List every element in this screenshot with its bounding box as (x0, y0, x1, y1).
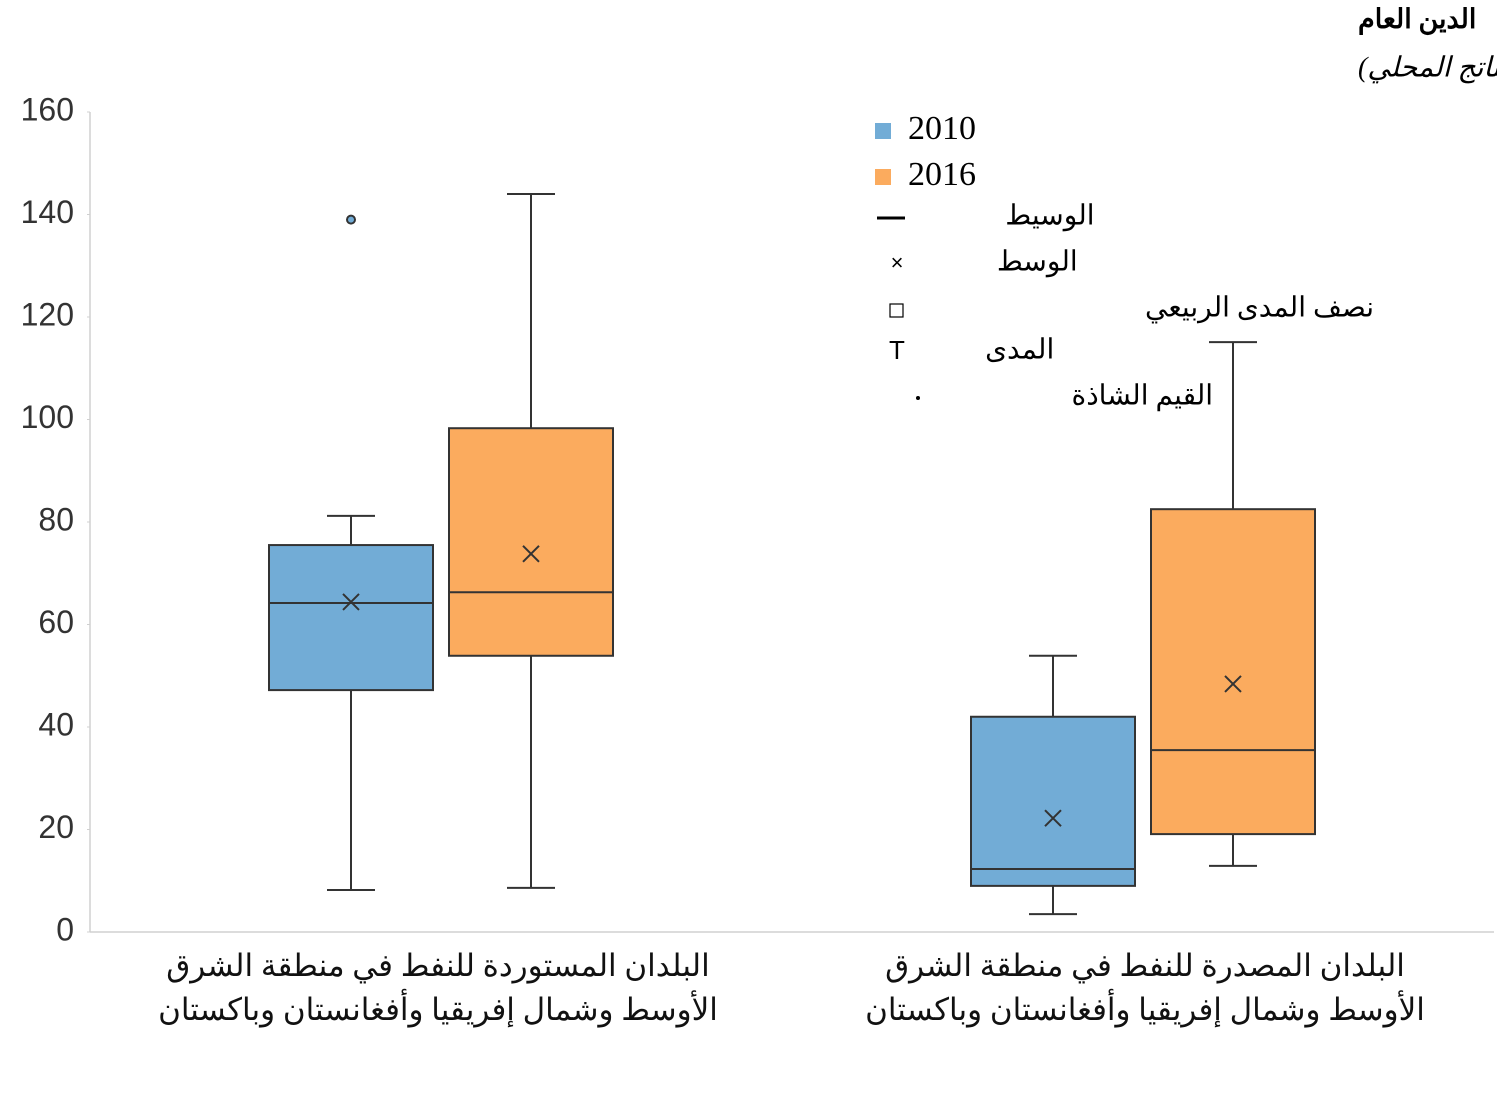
y-tick-label: 140 (21, 194, 74, 230)
mean-marker (1044, 809, 1062, 827)
legend-label: الوسيط (1005, 200, 1094, 231)
chart-title: الدين العام (1358, 4, 1476, 36)
box (268, 544, 434, 692)
legend-iqr-symbol (889, 303, 904, 318)
legend-label: 2010 (908, 110, 976, 147)
category-label: البلدان المستوردة للنفط في منطقة الشرق ا… (158, 948, 718, 1028)
y-tick-label: 40 (38, 706, 74, 742)
box (1150, 508, 1316, 836)
mean-marker (522, 545, 540, 563)
legend-swatch (875, 123, 891, 139)
y-tick-label: 160 (21, 91, 74, 127)
legend-label: الوسط (997, 246, 1078, 277)
legend-outlier-symbol (916, 396, 920, 400)
box (970, 715, 1136, 887)
legend-label: 2016 (908, 156, 976, 193)
y-tick-label: 60 (38, 604, 74, 640)
y-tick-label: 80 (38, 501, 74, 537)
box (448, 427, 614, 657)
mean-marker (1224, 675, 1242, 693)
legend-label: نصف المدى الربيعي (1145, 292, 1374, 323)
mean-marker (342, 593, 360, 611)
legend-label: القيم الشاذة (1072, 380, 1214, 411)
chart-subtitle: (% من إجمالي الناتج المحلي) (1358, 52, 1497, 83)
outlier (346, 214, 356, 225)
legend-mean-symbol: × (891, 250, 904, 275)
y-tick-label: 0 (56, 911, 74, 947)
category-label: البلدان المصدرة للنفط في منطقة الشرق الأ… (865, 948, 1425, 1028)
legend-label: المدى (985, 334, 1054, 365)
legend-range-symbol: T (889, 335, 905, 365)
y-tick-label: 120 (21, 296, 74, 332)
y-tick-label: 100 (21, 399, 74, 435)
legend-swatch (875, 169, 891, 185)
y-tick-label: 20 (38, 809, 74, 845)
